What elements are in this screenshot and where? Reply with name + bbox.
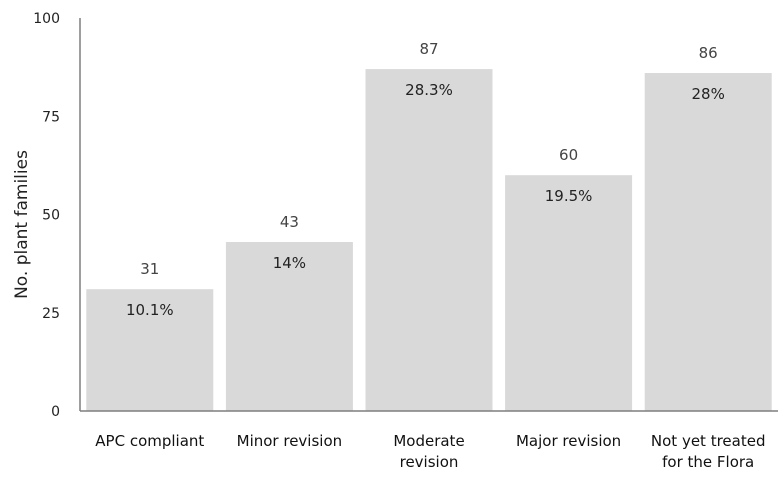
bars-group: [86, 69, 772, 412]
x-tick-label: APC compliant: [95, 432, 204, 450]
x-tick-label: Moderate revision: [393, 432, 464, 471]
y-tick-labels-group: 0 25 50 75 100: [33, 11, 60, 420]
bar-value-label: 86: [699, 44, 718, 62]
bar: [225, 242, 353, 411]
bar: [365, 69, 493, 411]
y-tick-label: 75: [42, 109, 60, 125]
bar-value-label: 87: [419, 40, 438, 58]
bar-value-label: 31: [140, 260, 159, 278]
bar-percent-label: 14%: [273, 254, 306, 272]
y-tick-label: 50: [42, 208, 60, 224]
x-tick-label: Not yet treated for the Flora: [651, 432, 766, 471]
percent-labels-group: 10.1% 14% 28.3% 19.5% 28%: [126, 81, 725, 319]
bar-value-label: 60: [559, 146, 578, 164]
bar: [505, 175, 633, 411]
y-axis-label: No. plant families: [12, 150, 32, 299]
bar-percent-label: 19.5%: [545, 187, 593, 205]
bar: [644, 73, 772, 412]
bar-percent-label: 28%: [692, 85, 725, 103]
bar: [86, 289, 214, 411]
x-tick-labels-group: APC compliant Minor revision Moderate revis…: [95, 432, 765, 471]
x-tick-label: Minor revision: [237, 432, 343, 450]
value-labels-group: 31 43 87 60 86: [140, 40, 717, 278]
x-tick-label: Major revision: [516, 432, 621, 450]
y-tick-label: 100: [33, 11, 60, 27]
bar-value-label: 43: [280, 213, 299, 231]
y-tick-label: 0: [51, 404, 60, 420]
bar-percent-label: 10.1%: [126, 301, 174, 319]
bar-percent-label: 28.3%: [405, 81, 453, 99]
y-tick-label: 25: [42, 306, 60, 322]
